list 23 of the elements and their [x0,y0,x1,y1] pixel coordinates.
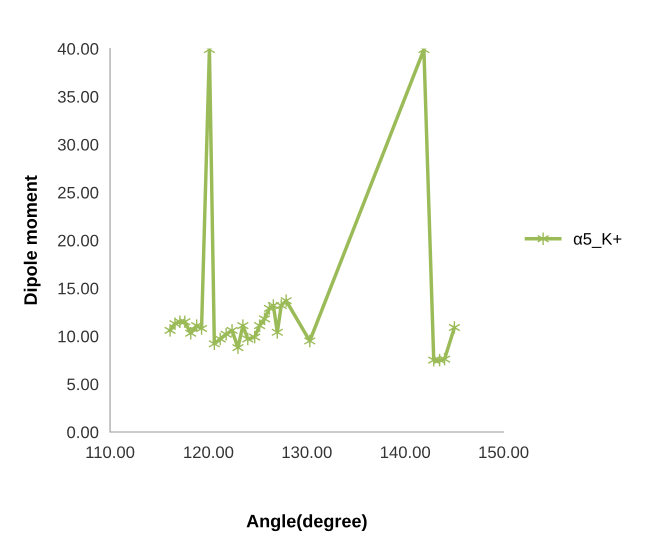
x-tick-label: 140.00 [380,446,430,458]
y-tick-label: 30.00 [58,138,98,151]
y-tick-label: 5.00 [67,378,98,390]
point [184,326,197,340]
legend-label: α5_K+ [574,233,622,248]
y-tick-label: 10.00 [58,330,98,342]
y-tick-label: 20.00 [58,234,98,247]
x-tick-label: 150.00 [479,446,528,458]
point [248,330,261,344]
x-tick-label: 110.00 [86,446,134,458]
point [280,294,292,308]
x-tick-label: 130.00 [282,446,332,458]
point [178,314,191,329]
x-axis-title: Angle(degree) [246,514,367,532]
y-tick-label: 40.00 [58,43,98,55]
y-tick-label: 35.00 [58,90,98,103]
x-tick-label: 120.00 [184,446,234,458]
point [304,334,316,348]
y-tick-label: 25.00 [58,186,98,199]
y-axis-title: Dipole moment [24,175,41,304]
y-tick-label: 0.00 [67,426,98,438]
point [448,320,460,334]
y-tick-label: 15.00 [58,282,98,294]
